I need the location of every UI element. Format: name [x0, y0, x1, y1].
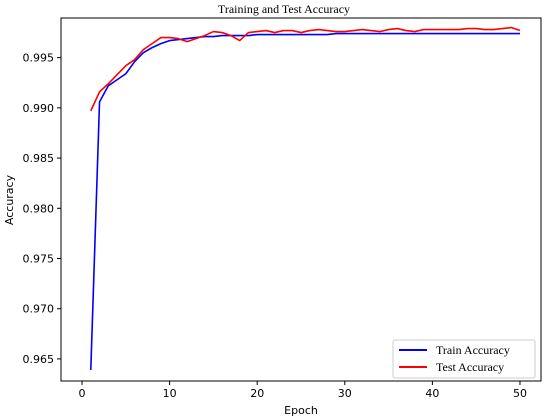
legend: Train Accuracy Test Accuracy: [392, 339, 536, 379]
y-tick-label: 0.975: [23, 252, 55, 265]
y-tick-label: 0.980: [23, 202, 55, 215]
x-tick-label: 0: [79, 387, 86, 400]
train-accuracy-line: [89, 32, 520, 370]
y-tick-label: 0.985: [23, 152, 55, 165]
y-axis-label: Accuracy: [3, 174, 16, 225]
x-tick-label: 20: [250, 387, 264, 400]
y-tick-label: 0.970: [23, 303, 55, 316]
legend-label-test: Test Accuracy: [436, 360, 504, 374]
chart-title: Training and Test Accuracy: [218, 2, 350, 16]
x-axis: 0 10 20 30 40 50: [79, 381, 527, 400]
test-accuracy-line: [90, 26, 521, 112]
plot-area: [60, 17, 542, 382]
y-tick-label: 0.990: [23, 102, 55, 115]
x-tick-label: 40: [425, 387, 439, 400]
x-tick-label: 30: [338, 387, 352, 400]
y-tick-label: 0.965: [23, 353, 55, 366]
legend-label-train: Train Accuracy: [436, 343, 510, 357]
x-tick-label: 50: [513, 387, 527, 400]
y-tick-label: 0.995: [23, 52, 55, 65]
y-axis: 0.965 0.970 0.975 0.980 0.985 0.990 0.995: [23, 52, 61, 366]
x-tick-label: 10: [163, 387, 177, 400]
legend-box: [392, 339, 536, 379]
series-lines: [89, 26, 521, 370]
x-axis-label: Epoch: [284, 404, 318, 417]
